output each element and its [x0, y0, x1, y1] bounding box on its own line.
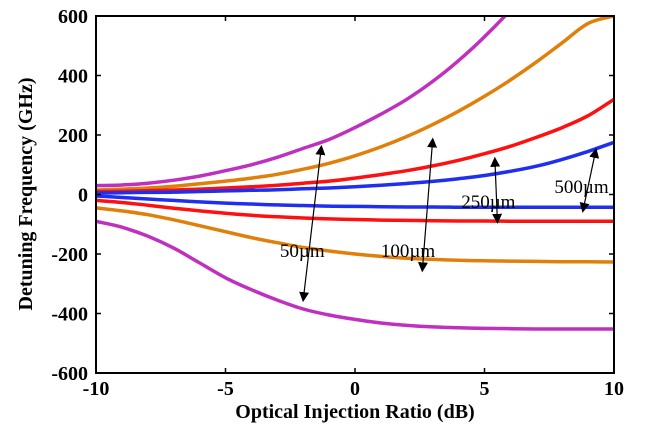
x-axis-label: Optical Injection Ratio (dB) [235, 401, 474, 423]
annotation-layer: 50µm 100µm 250µm 500µm [280, 137, 609, 303]
x-tick-label: -10 [83, 378, 110, 400]
y-tick-label: 400 [58, 66, 88, 88]
tick-layer: -10 -5 0 5 10 -600 -400 -200 0 200 400 600 [51, 6, 624, 400]
annotation-arrow [579, 147, 600, 213]
annotation-arrow [299, 144, 326, 303]
series-line-3 [96, 206, 614, 264]
y-tick-label: -200 [51, 244, 88, 266]
series-line-6 [96, 140, 614, 195]
series-line-4 [96, 97, 614, 194]
annotation-label: 50µm [280, 241, 325, 262]
y-tick-label: 0 [78, 185, 88, 207]
x-tick-label: -5 [217, 378, 234, 400]
annotation-label: 250µm [461, 192, 515, 213]
series-line-5 [96, 198, 614, 224]
annotation-label: 100µm [381, 241, 435, 262]
y-tick-label: -400 [51, 304, 88, 326]
annotation-label: 500µm [554, 177, 608, 198]
x-tick-label: 10 [604, 378, 624, 400]
series-layer [96, 16, 614, 331]
x-tick-label: 5 [480, 378, 490, 400]
y-tick-label: 600 [58, 6, 88, 28]
annotation-arrow [490, 156, 503, 224]
x-tick-label: 0 [350, 378, 360, 400]
y-axis-label: Detuning Frequency (GHz) [15, 78, 37, 311]
series-line-0 [96, 16, 508, 188]
series-line-2 [96, 16, 614, 192]
annotation-arrow [417, 137, 438, 273]
y-tick-label: -600 [51, 363, 88, 385]
series-line-1 [96, 219, 614, 331]
y-tick-label: 200 [58, 125, 88, 147]
series-line-7 [96, 194, 614, 210]
